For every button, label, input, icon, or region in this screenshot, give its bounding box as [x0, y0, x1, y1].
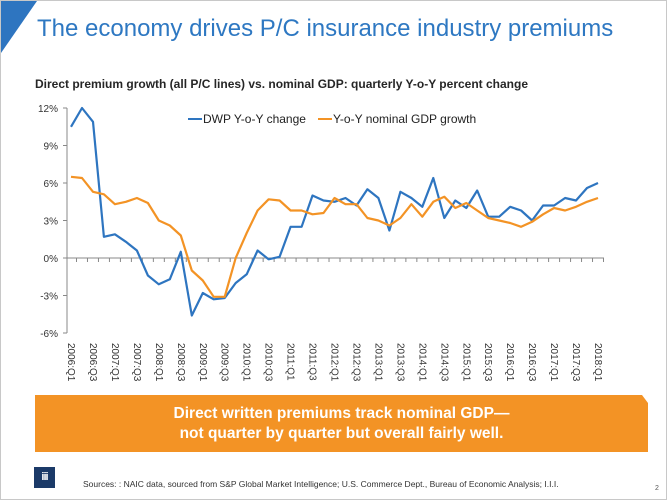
x-tick-label: 2012:Q1: [329, 343, 340, 382]
x-tick-label: 2016:Q3: [526, 343, 537, 382]
x-tick-label: 2012:Q3: [350, 343, 361, 382]
x-tick-label: 2013:Q1: [372, 343, 383, 382]
x-tick-label: 2009:Q3: [219, 343, 230, 382]
legend: DWP Y-o-Y change Y-o-Y nominal GDP growt…: [188, 112, 476, 126]
line-chart: -6% -3% 0% 3% 6% 9% 12% 2006:Q1 2006:Q3 2007:Q1 20…: [38, 104, 604, 382]
y-tick-label: 0%: [44, 254, 59, 265]
sources-note: Sources: : NAIC data, sourced from S&P G…: [83, 479, 559, 489]
y-tick-label: 3%: [44, 217, 59, 228]
y-tick-label: 6%: [44, 179, 59, 190]
x-tick-label: 2010:Q1: [241, 343, 252, 382]
x-tick-label: 2009:Q1: [197, 343, 208, 382]
iii-logo: iii: [34, 467, 55, 488]
axes: -6% -3% 0% 3% 6% 9% 12% 2006:Q1 2006:Q3 2007:Q1 20…: [38, 104, 604, 382]
x-tick-label: 2008:Q3: [175, 343, 186, 382]
series-line-dwp: [70, 106, 599, 317]
legend-label-gdp: Y-o-Y nominal GDP growth: [333, 112, 476, 126]
x-tick-label: 2006:Q1: [65, 343, 76, 382]
x-tick-label: 2008:Q1: [153, 343, 164, 382]
corner-accent: [1, 1, 37, 53]
x-tick-label: 2007:Q1: [109, 343, 120, 382]
banner-line-2: not quarter by quarter but overall fairl…: [179, 424, 504, 442]
legend-label-dwp: DWP Y-o-Y change: [203, 112, 306, 126]
chart-subtitle: Direct premium growth (all P/C lines) vs…: [35, 77, 529, 91]
y-tick-label: -3%: [40, 292, 58, 303]
y-tick-label: -6%: [40, 329, 58, 340]
x-tick-label: 2017:Q1: [548, 343, 559, 382]
x-tick-label: 2010:Q3: [263, 343, 274, 382]
callout-banner: Direct written premiums track nominal GD…: [35, 395, 648, 452]
x-tick-label: 2016:Q1: [504, 343, 515, 382]
y-tick-label: 12%: [38, 104, 58, 115]
page-number: 2: [655, 485, 659, 492]
x-tick-label: 2013:Q3: [394, 343, 405, 382]
slide-title: The economy drives P/C insurance industr…: [37, 15, 614, 42]
banner-corner-cut: [642, 395, 648, 403]
series-layer: [70, 106, 599, 317]
x-tick-label: 2011:Q3: [307, 343, 318, 381]
x-tick-label: 2014:Q3: [438, 343, 449, 382]
x-tick-label: 2006:Q3: [87, 343, 98, 382]
x-tick-label: 2014:Q1: [416, 343, 427, 382]
banner-line-1: Direct written premiums track nominal GD…: [173, 404, 510, 422]
x-tick-label: 2015:Q1: [460, 343, 471, 382]
x-tick-label: 2007:Q3: [131, 343, 142, 382]
series-line-gdp: [70, 175, 599, 298]
x-tick-label: 2015:Q3: [482, 343, 493, 382]
x-tick-label: 2018:Q1: [592, 343, 603, 382]
x-tick-label: 2017:Q3: [570, 343, 581, 382]
y-tick-label: 9%: [44, 142, 59, 153]
x-tick-label: 2011:Q1: [285, 343, 296, 381]
